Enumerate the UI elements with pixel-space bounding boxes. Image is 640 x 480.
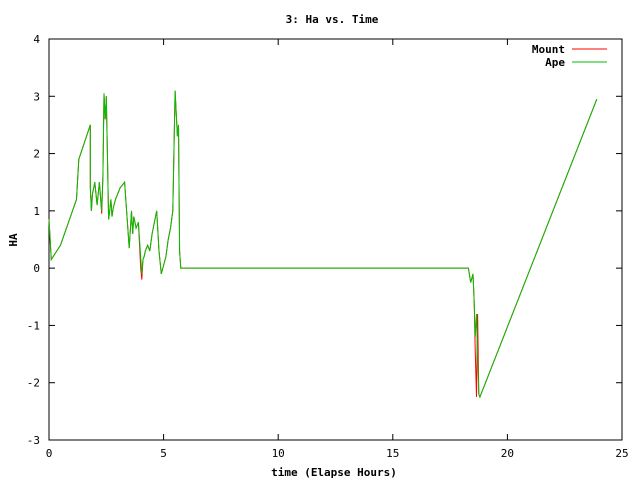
series-line-ape	[48, 90, 598, 399]
x-tick-label: 5	[160, 447, 167, 460]
x-tick-label: 0	[46, 447, 53, 460]
x-tick-label: 20	[501, 447, 514, 460]
legend-label-mount: Mount	[532, 43, 565, 56]
series-line-mount	[48, 90, 598, 399]
axes: -3 -2 -1 0 1 2 3 4 0 5 10 15 20 25	[27, 33, 629, 460]
y-tick-label: 3	[33, 90, 40, 103]
legend-label-ape: Ape	[545, 56, 565, 69]
x-axis-label: time (Elapse Hours)	[271, 466, 397, 479]
chart-title: 3: Ha vs. Time	[286, 13, 379, 26]
x-tick-label: 25	[615, 447, 628, 460]
plot-frame	[48, 38, 623, 441]
y-tick-label: 0	[33, 262, 40, 275]
y-axis-label: HA	[7, 233, 20, 247]
x-tick-label: 10	[272, 447, 285, 460]
y-tick-label: -2	[27, 377, 40, 390]
x-tick-label: 15	[386, 447, 399, 460]
series-group	[48, 90, 598, 399]
y-tick-label: -3	[27, 434, 40, 447]
y-tick-label: 2	[33, 148, 40, 161]
y-tick-label: 4	[33, 33, 40, 46]
y-tick-label: -1	[27, 319, 40, 332]
y-tick-label: 1	[33, 205, 40, 218]
